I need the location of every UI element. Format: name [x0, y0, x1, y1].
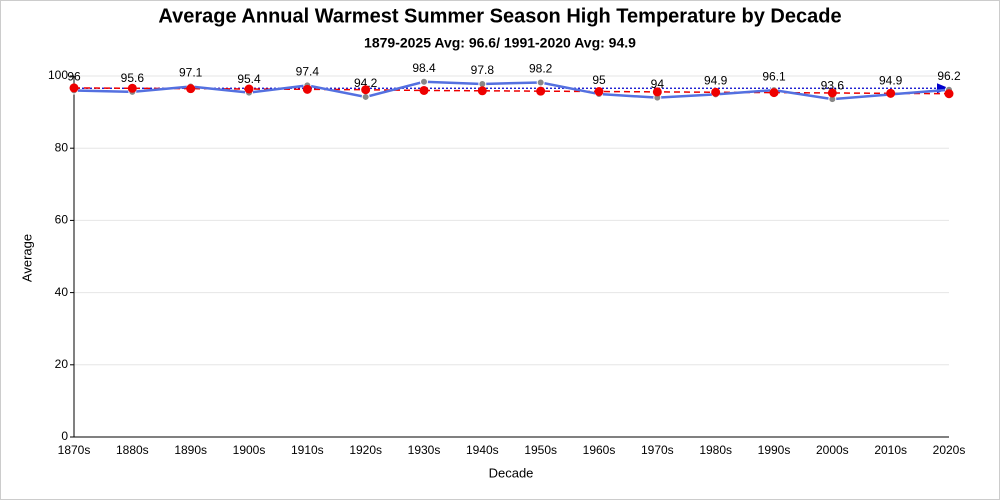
- value-label: 95.6: [121, 71, 145, 85]
- value-label: 97.4: [296, 65, 320, 79]
- trend-point: [361, 85, 371, 95]
- x-tick-label: 1880s: [116, 443, 149, 457]
- x-tick-label: 1980s: [699, 443, 732, 457]
- trend-point: [711, 87, 721, 97]
- x-tick-label: 1990s: [758, 443, 791, 457]
- x-tick-label: 1910s: [291, 443, 324, 457]
- trend-point: [594, 87, 604, 97]
- x-tick-label: 2000s: [816, 443, 849, 457]
- trend-point: [244, 84, 254, 94]
- trend-point: [69, 83, 79, 93]
- value-label: 96.1: [762, 69, 786, 83]
- point: [361, 92, 370, 101]
- value-label: 94.9: [704, 74, 728, 88]
- value-label: 98.4: [412, 61, 436, 75]
- value-label: 95.4: [237, 72, 261, 86]
- trend-point: [302, 84, 312, 94]
- x-tick-label: 1890s: [174, 443, 207, 457]
- x-tick-label: 1930s: [408, 443, 441, 457]
- trend-point: [652, 87, 662, 97]
- value-label: 94: [651, 77, 665, 91]
- y-axis-title: Average: [19, 234, 34, 282]
- trend-point: [127, 83, 137, 93]
- trend-point: [419, 85, 429, 95]
- series-line: [73, 80, 950, 101]
- value-label: 94.2: [354, 76, 378, 90]
- y-tick-label: 20: [55, 357, 69, 371]
- trend-point: [536, 86, 546, 96]
- trend-point: [477, 86, 487, 96]
- trend-point: [944, 89, 954, 99]
- x-axis-title: Decade: [489, 465, 534, 480]
- chart-title: Average Annual Warmest Summer Season Hig…: [158, 5, 841, 27]
- x-tick-label: 2010s: [874, 443, 907, 457]
- y-tick-label: 60: [55, 213, 69, 227]
- value-label: 96: [67, 70, 81, 84]
- point: [536, 78, 545, 87]
- y-tick-label: 80: [55, 140, 69, 154]
- x-tick-label: 1960s: [583, 443, 616, 457]
- value-label: 96.2: [937, 69, 961, 83]
- x-tick-label: 1970s: [641, 443, 674, 457]
- trend-point: [769, 88, 779, 98]
- trend-point: [827, 88, 837, 98]
- x-tick-label: 1870s: [58, 443, 91, 457]
- value-label: 94.9: [879, 74, 903, 88]
- y-tick-label: 100: [48, 68, 68, 82]
- x-tick-label: 2020s: [933, 443, 966, 457]
- point: [420, 77, 428, 86]
- x-tick-label: 1920s: [349, 443, 382, 457]
- value-label: 98.2: [529, 62, 553, 76]
- trend-point: [186, 84, 196, 94]
- y-tick-label: 40: [55, 285, 69, 299]
- value-label: 95: [592, 73, 606, 87]
- trend-point: [886, 88, 896, 98]
- chart-subtitle: 1879-2025 Avg: 96.6/ 1991-2020 Avg: 94.9: [364, 35, 636, 51]
- x-tick-label: 1900s: [233, 443, 266, 457]
- value-label: 93.6: [821, 78, 845, 92]
- x-tick-label: 1940s: [466, 443, 499, 457]
- value-label: 97.8: [471, 63, 495, 77]
- y-tick-label: 0: [61, 429, 68, 443]
- value-label: 97.1: [179, 66, 203, 80]
- x-tick-label: 1950s: [524, 443, 557, 457]
